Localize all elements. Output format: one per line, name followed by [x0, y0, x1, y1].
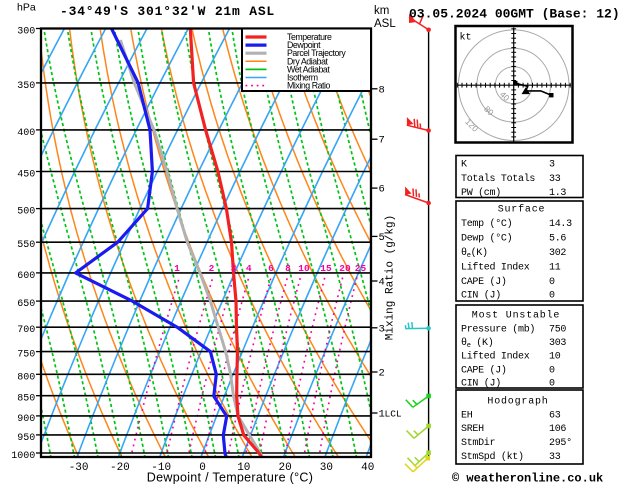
svg-text:Isotherm: Isotherm	[287, 73, 318, 83]
svg-text:900: 900	[17, 414, 35, 425]
svg-text:106: 106	[549, 424, 566, 435]
svg-text:Surface: Surface	[498, 204, 546, 216]
svg-text:15: 15	[320, 263, 332, 274]
svg-text:3: 3	[231, 263, 237, 274]
svg-text:Dry Adiabat: Dry Adiabat	[287, 56, 329, 66]
svg-text:03.05.2024 00GMT (Base: 12): 03.05.2024 00GMT (Base: 12)	[409, 7, 620, 22]
svg-text:600: 600	[17, 271, 35, 282]
svg-text:7: 7	[379, 135, 385, 147]
svg-text:Parcel Trajectory: Parcel Trajectory	[287, 48, 346, 58]
svg-text:4: 4	[246, 263, 252, 274]
svg-text:-20: -20	[110, 462, 130, 474]
svg-text:Temp (°C): Temp (°C)	[461, 218, 512, 230]
svg-text:Hodograph: Hodograph	[487, 396, 548, 408]
svg-text:CAPE (J): CAPE (J)	[461, 365, 507, 377]
svg-text:750: 750	[17, 350, 35, 361]
svg-text:750: 750	[549, 325, 566, 336]
svg-text:Lifted Index: Lifted Index	[461, 262, 530, 274]
svg-text:30: 30	[320, 462, 333, 474]
svg-text:1000: 1000	[11, 451, 35, 462]
svg-text:LCL: LCL	[385, 409, 402, 420]
svg-text:1.3: 1.3	[549, 188, 566, 199]
svg-text:14.3: 14.3	[549, 219, 572, 230]
svg-text:0: 0	[549, 277, 555, 288]
svg-text:295°: 295°	[549, 437, 572, 449]
svg-text:θe(K): θe(K)	[461, 247, 488, 260]
svg-text:450: 450	[17, 170, 35, 181]
svg-text:EH: EH	[461, 411, 473, 422]
svg-text:10: 10	[549, 352, 561, 363]
svg-text:CAPE (J): CAPE (J)	[461, 276, 507, 288]
svg-text:800: 800	[17, 372, 35, 383]
svg-text:302: 302	[549, 248, 566, 259]
svg-text:-10: -10	[151, 462, 171, 474]
svg-text:SREH: SREH	[461, 424, 484, 435]
svg-text:-34°49'S 301°32'W 21m ASL: -34°49'S 301°32'W 21m ASL	[60, 4, 275, 19]
svg-text:3: 3	[379, 323, 385, 335]
svg-text:6: 6	[379, 184, 385, 196]
svg-text:11: 11	[549, 263, 561, 274]
svg-text:950: 950	[17, 433, 35, 444]
svg-text:300: 300	[17, 27, 35, 38]
svg-text:63: 63	[549, 411, 561, 422]
svg-text:StmDir: StmDir	[461, 437, 496, 449]
svg-text:Dewpoint: Dewpoint	[287, 40, 321, 50]
svg-text:0: 0	[199, 462, 206, 474]
svg-text:K: K	[461, 160, 467, 171]
svg-text:2: 2	[379, 368, 385, 380]
svg-text:4: 4	[379, 277, 385, 289]
svg-text:1: 1	[174, 263, 180, 274]
svg-text:500: 500	[17, 207, 35, 218]
svg-text:© weatheronline.co.uk: © weatheronline.co.uk	[452, 472, 603, 486]
svg-text:θe (K): θe (K)	[461, 337, 493, 350]
svg-text:5.6: 5.6	[549, 234, 566, 245]
svg-text:Dewpoint / Temperature (°C): Dewpoint / Temperature (°C)	[147, 471, 313, 485]
svg-text:Pressure (mb): Pressure (mb)	[461, 324, 535, 336]
svg-text:33: 33	[549, 174, 561, 185]
svg-text:33: 33	[549, 452, 561, 463]
svg-text:Dewp (°C): Dewp (°C)	[461, 233, 512, 245]
svg-text:8: 8	[379, 84, 385, 96]
svg-text:8: 8	[285, 263, 291, 274]
svg-text:5: 5	[379, 232, 385, 244]
svg-text:Mixing Ratio: Mixing Ratio	[287, 81, 331, 91]
svg-text:303: 303	[549, 338, 566, 349]
svg-text:CIN (J): CIN (J)	[461, 378, 501, 390]
svg-text:Most Unstable: Most Unstable	[472, 310, 560, 322]
svg-text:20: 20	[339, 263, 351, 274]
svg-text:650: 650	[17, 299, 35, 310]
svg-text:700: 700	[17, 325, 35, 336]
svg-text:hPa: hPa	[17, 2, 36, 14]
svg-text:Temperature: Temperature	[287, 32, 332, 42]
svg-text:1: 1	[379, 409, 385, 421]
svg-text:km: km	[374, 5, 389, 17]
svg-text:Wet Adiabat: Wet Adiabat	[287, 64, 330, 74]
svg-text:400: 400	[17, 128, 35, 139]
svg-text:0: 0	[549, 379, 555, 390]
svg-text:StmSpd (kt): StmSpd (kt)	[461, 451, 524, 463]
svg-text:10: 10	[298, 263, 310, 274]
svg-text:ASL: ASL	[374, 18, 396, 30]
svg-text:CIN (J): CIN (J)	[461, 290, 501, 302]
svg-text:2: 2	[209, 263, 215, 274]
svg-text:-30: -30	[69, 462, 89, 474]
svg-text:550: 550	[17, 240, 35, 251]
svg-text:40: 40	[361, 462, 374, 474]
svg-text:6: 6	[268, 263, 274, 274]
svg-text:0: 0	[549, 366, 555, 377]
svg-text:Mixing Ratio (g/kg): Mixing Ratio (g/kg)	[385, 215, 397, 340]
svg-text:350: 350	[17, 81, 35, 92]
svg-text:850: 850	[17, 394, 35, 405]
svg-text:Totals Totals: Totals Totals	[461, 173, 535, 185]
svg-text:Lifted Index: Lifted Index	[461, 351, 530, 363]
svg-text:10: 10	[237, 462, 250, 474]
svg-text:PW (cm): PW (cm)	[461, 187, 501, 199]
svg-text:3: 3	[549, 160, 555, 171]
svg-text:20: 20	[278, 462, 291, 474]
svg-text:0: 0	[549, 291, 555, 302]
svg-text:25: 25	[355, 263, 367, 274]
svg-text:kt: kt	[460, 32, 472, 44]
